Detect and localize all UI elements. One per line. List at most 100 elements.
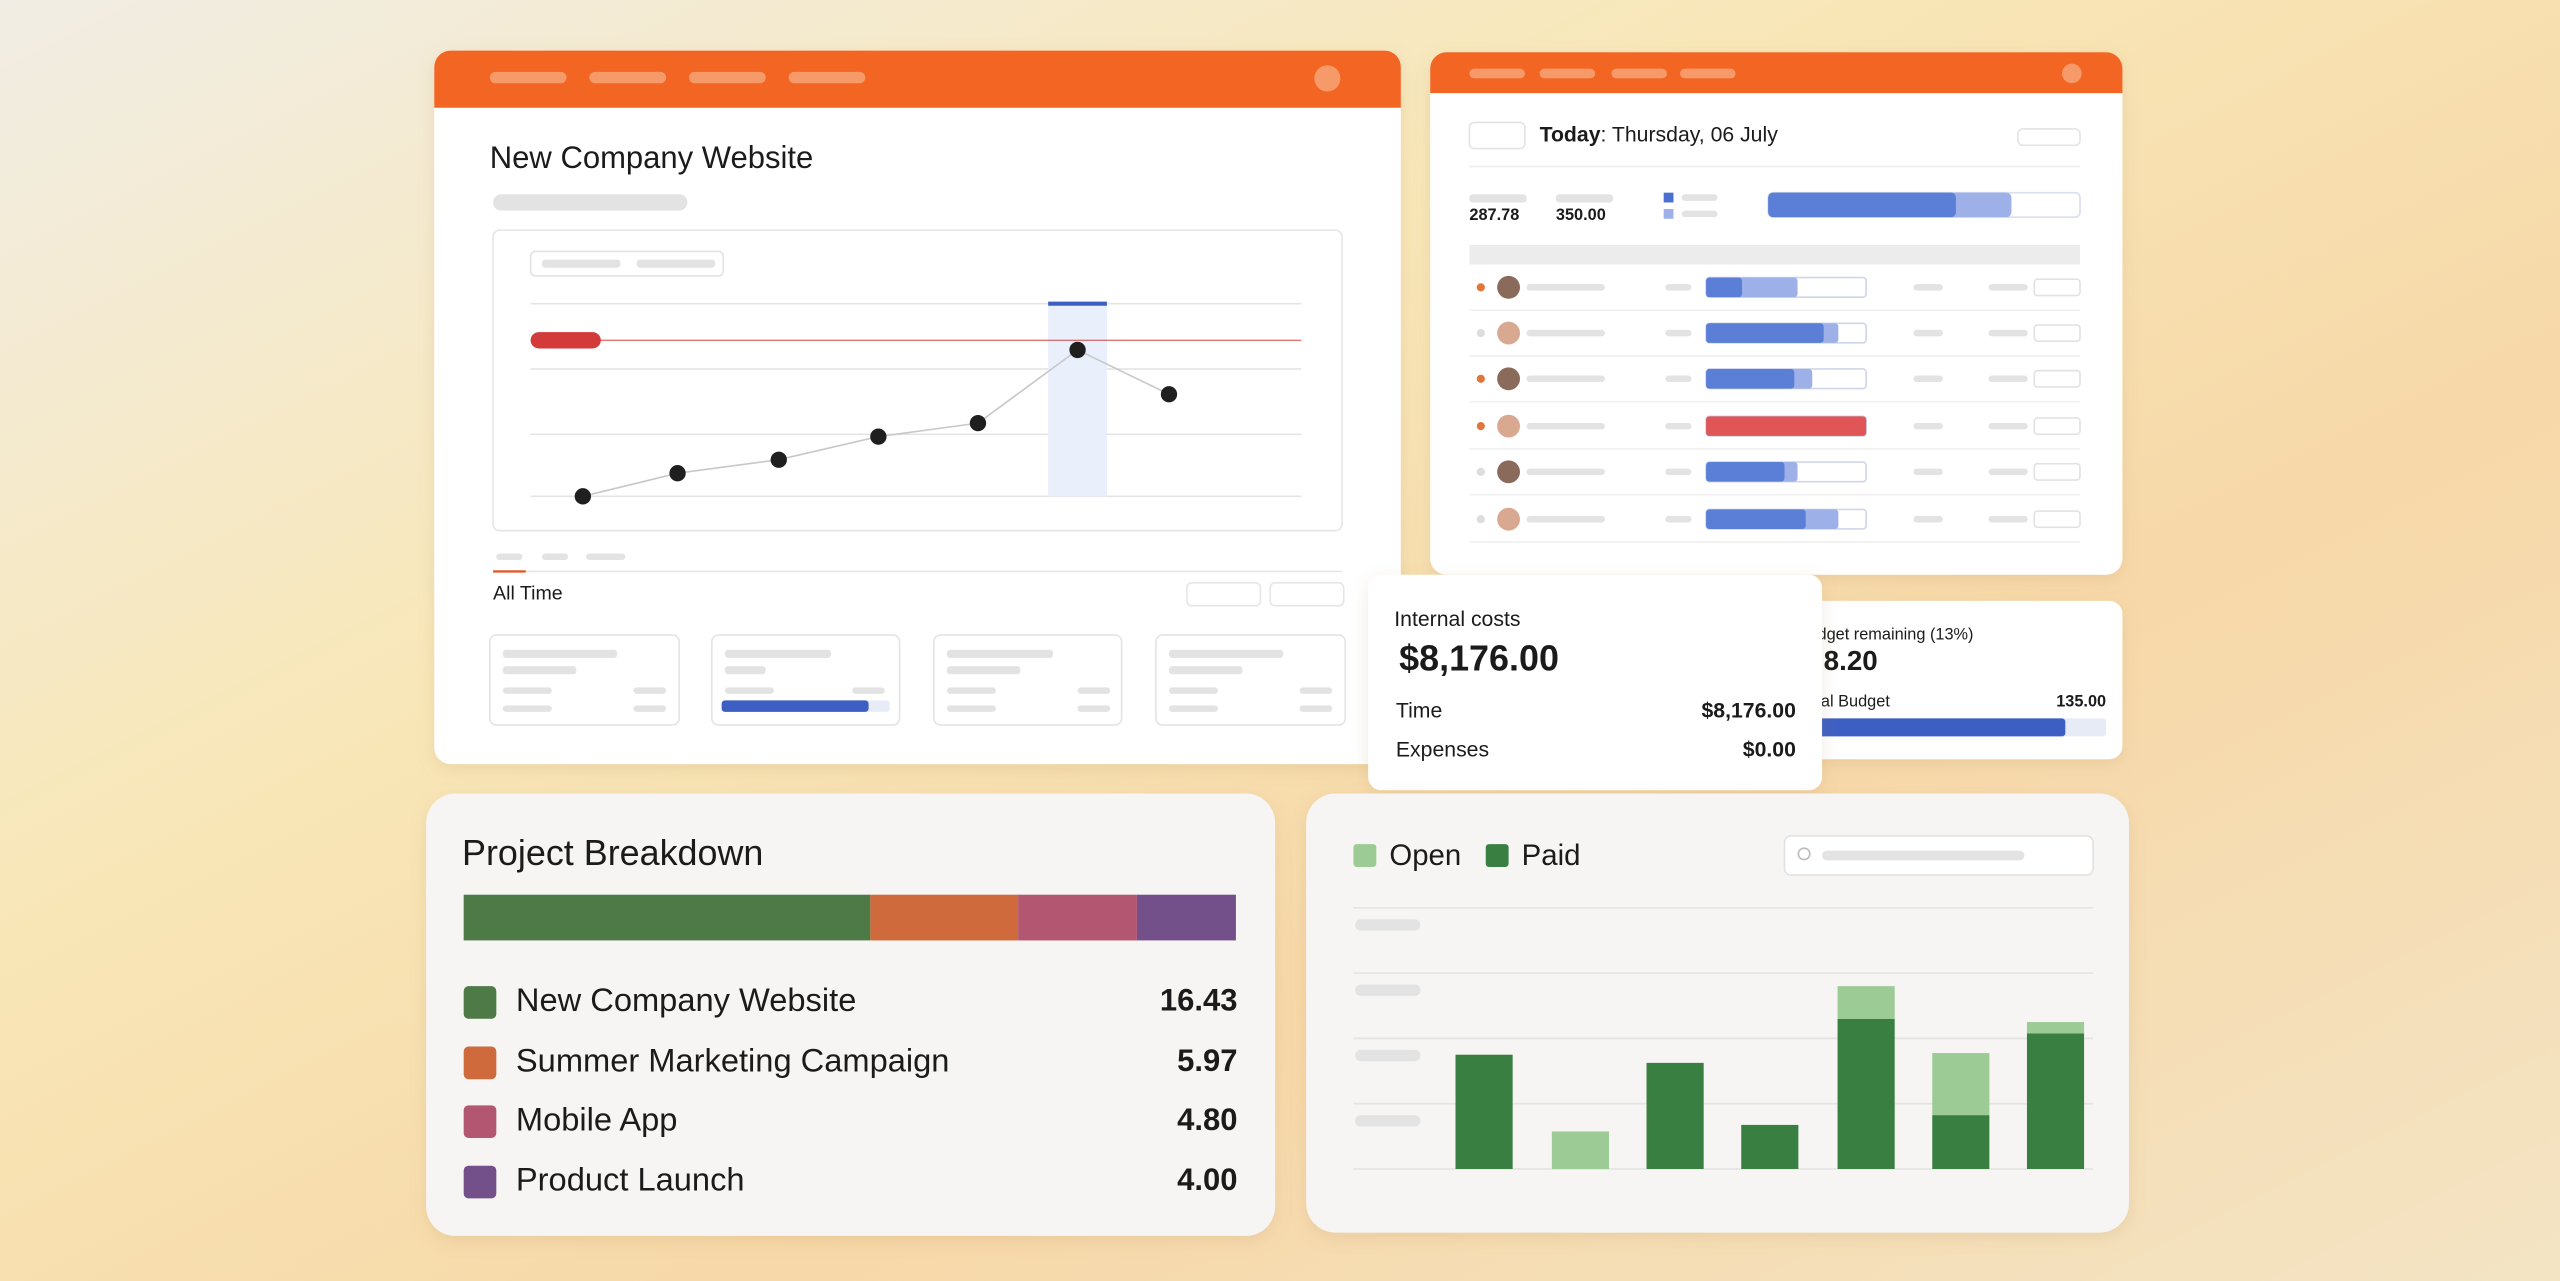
breakdown-segment: [1018, 894, 1137, 941]
placeholder: [1469, 194, 1527, 203]
cost-row-label: Time: [1396, 699, 1442, 722]
avatar: [1497, 321, 1520, 345]
breakdown-segment: [463, 894, 871, 941]
bar: [1837, 1018, 1895, 1169]
row-fill: [1706, 462, 1785, 482]
status-dot: [1476, 422, 1485, 431]
row-fill: [1706, 509, 1806, 529]
internal-costs-total: $8,176.00: [1399, 638, 1559, 679]
breakdown-title: Project Breakdown: [462, 832, 763, 873]
bar: [1837, 986, 1895, 1019]
card-bg: [1368, 574, 1823, 791]
data-point: [1069, 341, 1086, 359]
avatar: [1497, 507, 1520, 531]
input: [2033, 510, 2081, 529]
project-name: Summer Marketing Campaign: [516, 1041, 950, 1078]
project-title: New Company Website: [490, 140, 813, 175]
stat: 350.00: [1556, 206, 1606, 224]
dropdown[interactable]: [1186, 582, 1262, 607]
input: [2033, 462, 2081, 481]
placeholder: [1526, 468, 1605, 476]
capacity-fill: [1768, 192, 1956, 218]
placeholder: [1913, 515, 1943, 523]
input: [2033, 278, 2081, 297]
dropdown[interactable]: [1269, 582, 1345, 607]
data-point: [669, 465, 686, 482]
breakdown-segment: [1136, 894, 1236, 941]
placeholder: [1665, 515, 1692, 523]
grid: [530, 302, 1302, 498]
row-fill: [1706, 323, 1824, 343]
cost-row-value: $0.00: [1743, 739, 1796, 762]
cost-row-label: Expenses: [1396, 739, 1489, 762]
project-name: New Company Website: [516, 981, 856, 1018]
placeholder: [1988, 515, 2028, 523]
avatar: [1497, 414, 1520, 438]
budget-remaining-value: 8.20: [1824, 645, 1878, 676]
legend-label: Open: [1389, 839, 1461, 872]
legend-swatch: [463, 1046, 497, 1080]
bar: [1551, 1131, 1609, 1169]
input: [2033, 417, 2081, 436]
table-header: [1469, 244, 2080, 265]
website-card: New Company Website All Time: [434, 50, 1401, 765]
line-chart: [530, 301, 1302, 505]
today-label: Today: [1540, 123, 1601, 146]
placeholder: [1665, 468, 1692, 476]
total-budget-value: 135.00: [2056, 692, 2106, 710]
date: : Thursday, 06 July: [1601, 123, 1779, 146]
legend-swatch: [1663, 192, 1674, 203]
today-date: Today: Thursday, 06 July: [1540, 123, 1779, 146]
placeholder: [1526, 284, 1605, 291]
button[interactable]: [2017, 128, 2081, 147]
row-fill: [1706, 416, 1867, 436]
placeholder: [1665, 422, 1692, 430]
placeholder: [1913, 468, 1943, 476]
bar: [1932, 1115, 1990, 1169]
placeholder: [1526, 422, 1605, 430]
project-name: Mobile App: [516, 1100, 677, 1137]
avatar: [1497, 460, 1520, 484]
breakdown-card: Project Breakdown New Company Website 16.…: [426, 793, 1276, 1236]
placeholder: [1681, 194, 1718, 201]
row-fill: [1706, 368, 1795, 389]
stat: 287.78: [1469, 206, 1519, 224]
bar: [1932, 1053, 1990, 1116]
project-hours: 16.43: [1160, 983, 1238, 1018]
app-header: [434, 50, 1401, 108]
data-point: [770, 451, 787, 468]
budget-remaining-label: Budget remaining (13%): [1798, 625, 1974, 643]
toggle[interactable]: [529, 250, 725, 277]
tab[interactable]: [496, 553, 523, 561]
tab[interactable]: [542, 553, 569, 561]
placeholder: [1822, 850, 2025, 861]
project-name: Product Launch: [516, 1161, 745, 1198]
placeholder: [1665, 375, 1692, 383]
date-nav[interactable]: [1468, 121, 1526, 150]
invoices-card: Open Paid: [1306, 793, 2129, 1233]
status-dot: [1476, 467, 1485, 476]
status-dot: [1476, 374, 1485, 383]
data-point: [1160, 386, 1178, 403]
internal-costs-label: Internal costs: [1394, 608, 1520, 631]
data-point: [574, 488, 592, 505]
data-point: [870, 428, 887, 445]
status-dot: [1476, 328, 1485, 338]
legend-swatch: [463, 986, 497, 1019]
tab[interactable]: [586, 553, 626, 561]
bar: [2026, 1022, 2085, 1034]
avatar: [1497, 275, 1520, 299]
people-rows: [1469, 275, 2081, 543]
status-dot: [1476, 283, 1485, 292]
placeholder: [1913, 375, 1943, 383]
bar: [2026, 1033, 2085, 1169]
placeholder: [1988, 329, 2028, 337]
placeholder: [1988, 375, 2028, 383]
app-header: [1430, 52, 2123, 94]
project-hours: 5.97: [1177, 1043, 1237, 1078]
budget-fill: [1795, 718, 2066, 737]
placeholder: [1988, 284, 2028, 291]
progress-fill: [721, 700, 869, 712]
input: [2033, 369, 2081, 388]
legend-swatch: [1353, 844, 1377, 867]
